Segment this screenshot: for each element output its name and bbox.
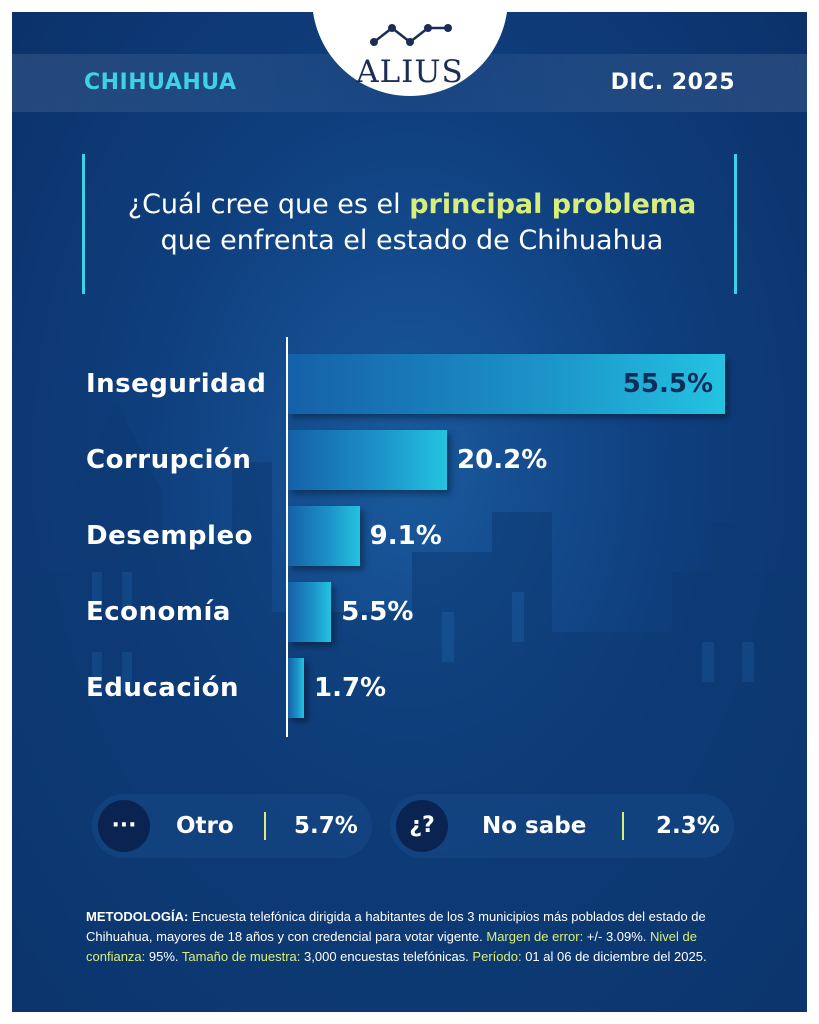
confidence-key: Nivel de confianza:	[86, 929, 697, 964]
bar-value-label: 20.2%	[457, 445, 548, 475]
bar-category-label: Educación	[86, 673, 240, 703]
chart-axis	[286, 337, 288, 737]
question-pre: ¿Cuál cree que es el	[127, 189, 410, 220]
question-highlight: principal problema	[409, 189, 697, 220]
dont-know-label: No sabe	[482, 813, 587, 839]
question-right-rule	[734, 154, 737, 294]
bar-row: Inseguridad 55.5%	[12, 352, 807, 416]
bar	[288, 506, 360, 566]
methodology-key: METODOLOGÍA:	[86, 909, 189, 924]
bar	[288, 582, 332, 642]
period-key: Período:	[472, 949, 522, 964]
bar	[288, 354, 725, 414]
bar	[288, 658, 304, 718]
question-text: ¿Cuál cree que es el principal problema …	[92, 187, 732, 259]
state-label: CHIHUAHUA	[84, 70, 237, 95]
methodology-text-2: +/- 3.09%.	[583, 929, 651, 944]
bar-row: Economía 5.5%	[12, 580, 807, 644]
question-post: que enfrenta el estado de Chihuahua	[160, 225, 664, 256]
bar-category-label: Desempleo	[86, 521, 253, 551]
network-logo-icon	[370, 24, 452, 46]
bar-value-label: 9.1%	[369, 521, 442, 551]
bar-category-label: Corrupción	[86, 445, 252, 475]
date-label: DIC. 2025	[610, 70, 735, 95]
bar-row: Desempleo 9.1%	[12, 504, 807, 568]
margin-key: Margen de error:	[486, 929, 584, 944]
other-label: Otro	[176, 813, 234, 839]
bar-category-label: Economía	[86, 597, 231, 627]
other-separator	[264, 812, 266, 840]
logo-text: ALIUS	[356, 54, 464, 90]
methodology-text-1: Encuesta telefónica dirigida a habitante…	[86, 909, 706, 944]
methodology-text: METODOLOGÍA: Encuesta telefónica dirigid…	[86, 907, 746, 967]
sample-key: Tamaño de muestra:	[181, 949, 301, 964]
bar-row: Corrupción 20.2%	[12, 428, 807, 492]
dont-know-pill: ¿? No sabe 2.3%	[390, 794, 734, 858]
ellipsis-icon: ···	[98, 800, 150, 852]
dont-know-separator	[622, 812, 624, 840]
infographic-card: CHIHUAHUA DIC. 2025 ALIUS ¿Cuál cree que…	[12, 12, 807, 1012]
bar-value-label: 1.7%	[314, 673, 387, 703]
bar-row: Educación 1.7%	[12, 656, 807, 720]
methodology-text-4: 3,000 encuestas telefónicas.	[300, 949, 473, 964]
other-pill: ··· Otro 5.7%	[92, 794, 372, 858]
bar-value-label: 5.5%	[341, 597, 414, 627]
question-mark-icon: ¿?	[396, 800, 448, 852]
bar-value-label: 55.5%	[622, 369, 713, 399]
methodology-text-3: 95%.	[145, 949, 182, 964]
question-left-rule	[82, 154, 85, 294]
logo-badge: ALIUS	[312, 12, 508, 96]
bar-category-label: Inseguridad	[86, 369, 267, 399]
other-value: 5.7%	[294, 813, 358, 839]
dont-know-value: 2.3%	[656, 813, 720, 839]
methodology-text-5: 01 al 06 de diciembre del 2025.	[521, 949, 707, 964]
bar	[288, 430, 448, 490]
